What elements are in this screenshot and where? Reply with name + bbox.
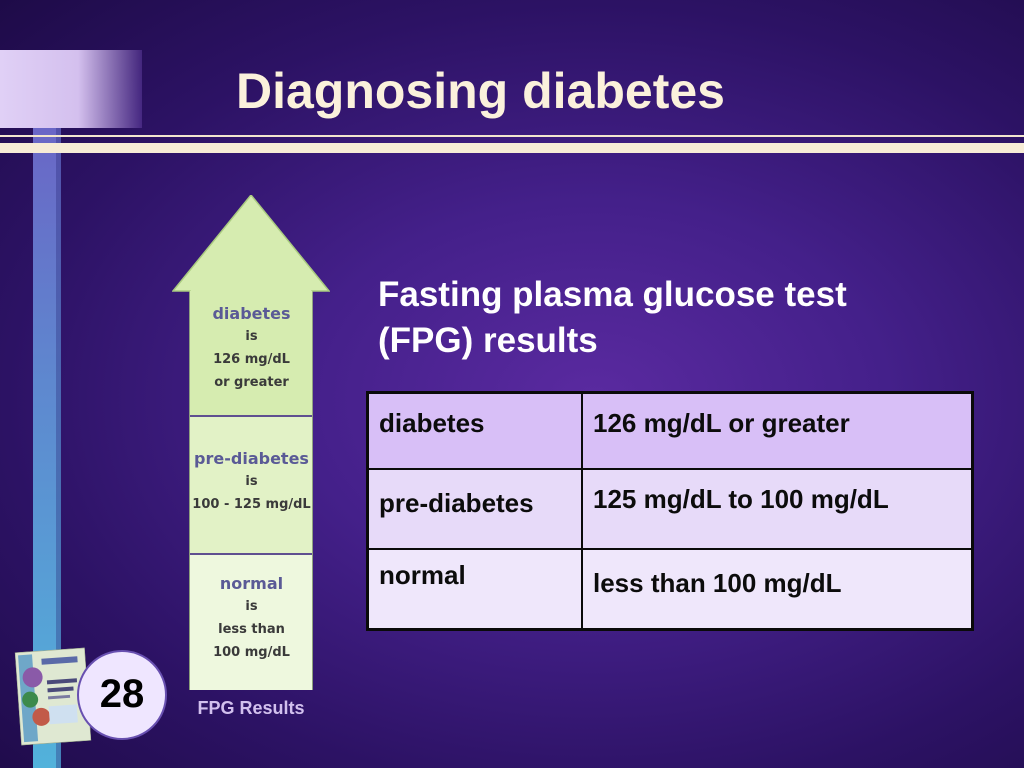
arrow-segment-text-prediabetes: pre-diabetes is 100 - 125 mg/dL: [190, 447, 313, 516]
table-cell-category: diabetes: [366, 391, 583, 470]
title-rule-thick: [0, 143, 1024, 153]
segment-line: 126 mg/dL: [213, 352, 290, 367]
segment-heading: diabetes: [212, 304, 291, 323]
fpg-results-table: diabetes 126 mg/dL or greater pre-diabet…: [366, 391, 974, 631]
title-band-decoration: [0, 50, 142, 128]
side-bar-shadow: [56, 128, 61, 768]
segment-heading: pre-diabetes: [194, 449, 309, 468]
table-cell-value: less than 100 mg/dL: [581, 548, 974, 631]
segment-line: is: [245, 474, 258, 489]
segment-line: or greater: [214, 375, 289, 390]
segment-heading: normal: [219, 574, 284, 593]
arrow-segment-text-diabetes: diabetes is 126 mg/dL or greater: [190, 302, 313, 394]
table-row: diabetes 126 mg/dL or greater: [366, 391, 974, 470]
segment-line: is: [245, 329, 258, 344]
table-cell-value: 125 mg/dL to 100 mg/dL: [581, 468, 974, 550]
segment-line: is: [245, 599, 258, 614]
slide-title: Diagnosing diabetes: [236, 63, 725, 119]
arrow-segment-diabetes: [190, 291, 312, 416]
arrow-segment-text-normal: normal is less than 100 mg/dL: [190, 572, 313, 664]
arrow-caption: FPG Results: [197, 698, 305, 718]
table-cell-value: 126 mg/dL or greater: [581, 391, 974, 470]
section-heading-line1: Fasting plasma glucose test: [378, 275, 847, 314]
section-heading-line2: (FPG) results: [378, 321, 598, 360]
arrow-segment-normal: [190, 554, 312, 690]
fpg-arrow-graphic: [172, 195, 330, 690]
table-cell-category: normal: [366, 548, 583, 631]
table-cell-category: pre-diabetes: [366, 468, 583, 550]
page-number-badge: [77, 650, 167, 740]
arrow-segment-prediabetes: [190, 416, 312, 554]
title-rule-thin: [0, 135, 1024, 137]
section-heading: Fasting plasma glucose test (FPG) result…: [378, 272, 938, 364]
book-cover-image: [14, 647, 92, 746]
segment-line: less than: [218, 622, 285, 637]
table-row: normal less than 100 mg/dL: [366, 548, 974, 631]
table-row: pre-diabetes 125 mg/dL to 100 mg/dL: [366, 468, 974, 550]
segment-line: 100 - 125 mg/dL: [192, 497, 311, 512]
segment-line: 100 mg/dL: [213, 645, 290, 660]
page-number: 28: [99, 672, 145, 716]
